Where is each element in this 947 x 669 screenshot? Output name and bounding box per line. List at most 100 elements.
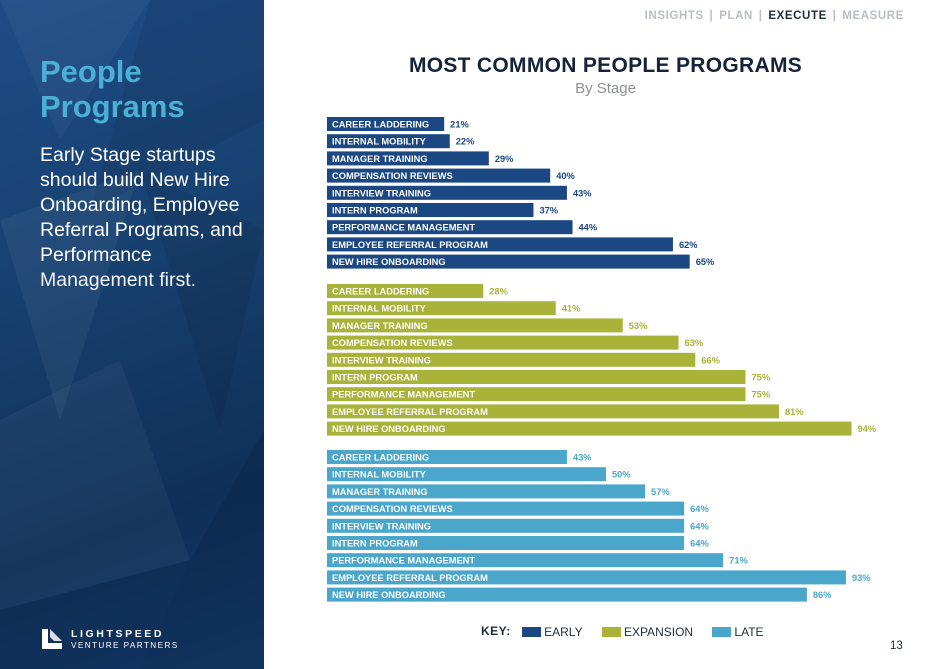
page-title: People Programs: [40, 54, 185, 124]
lightspeed-logo-icon: [42, 629, 62, 649]
bar-expansion: [327, 421, 852, 436]
chart-legend: KEY: EARLY EXPANSION LATE: [481, 624, 780, 640]
bar-early: [327, 185, 567, 200]
bar-early: [327, 237, 673, 252]
chart-subtitle: By Stage: [575, 80, 636, 97]
bar-category-label: EMPLOYEE REFERRAL PROGRAM: [332, 573, 488, 583]
bar-value-label: 63%: [685, 338, 704, 348]
bar-value-label: 57%: [651, 487, 670, 497]
bar-value-label: 93%: [852, 573, 871, 583]
bar-expansion: [327, 387, 746, 402]
bar-category-label: EMPLOYEE REFERRAL PROGRAM: [332, 407, 488, 417]
bar-early: [327, 254, 690, 269]
bar-category-label: INTERVIEW TRAINING: [332, 355, 431, 365]
bar-value-label: 43%: [573, 453, 592, 463]
nav-item-plan[interactable]: PLAN: [719, 10, 753, 22]
bar-late: [327, 501, 685, 516]
bar-value-label: 40%: [556, 171, 575, 181]
bar-value-label: 37%: [539, 206, 558, 216]
bar-value-label: 41%: [562, 304, 581, 314]
bar-late: [327, 484, 646, 499]
bar-early: [327, 168, 551, 183]
bar-category-label: PERFORMANCE MANAGEMENT: [332, 390, 475, 400]
bar-category-label: INTERVIEW TRAINING: [332, 188, 431, 198]
bar-category-label: COMPENSATION REVIEWS: [332, 171, 453, 181]
legend-title: KEY:: [481, 624, 511, 638]
bar-expansion: [327, 335, 679, 350]
bar-late: [327, 450, 567, 464]
bar-value-label: 75%: [752, 373, 771, 383]
bar-value-label: 86%: [813, 590, 832, 600]
bar-value-label: 64%: [690, 504, 709, 514]
page-summary: Early Stage startups should build New Hi…: [40, 143, 250, 293]
logo-subtitle: VENTURE PARTNERS: [71, 641, 179, 650]
bar-value-label: 64%: [690, 539, 709, 549]
bar-value-label: 29%: [495, 154, 514, 164]
bar-value-label: 62%: [679, 240, 698, 250]
bar-expansion: [327, 352, 696, 367]
legend-label-early: EARLY: [544, 624, 583, 639]
legend-item-early: EARLY: [522, 624, 583, 639]
bar-early: [327, 134, 450, 149]
bar-late: [327, 553, 724, 568]
legend-label-late: LATE: [734, 624, 764, 639]
nav-item-execute[interactable]: EXECUTE: [768, 10, 827, 22]
bar-category-label: PERFORMANCE MANAGEMENT: [332, 223, 475, 233]
bar-early: [327, 203, 534, 217]
bar-value-label: 94%: [858, 424, 877, 434]
bar-expansion: [327, 404, 779, 419]
bar-value-label: 44%: [579, 223, 598, 233]
bar-category-label: NEW HIRE ONBOARDING: [332, 257, 446, 267]
summary-light-text: Management first.: [40, 269, 197, 291]
bar-late: [327, 536, 685, 550]
bar-category-label: COMPENSATION REVIEWS: [332, 338, 453, 348]
bar-late: [327, 587, 807, 602]
bar-value-label: 21%: [450, 120, 469, 130]
summary-bold-text: Early Stage startups should build New Hi…: [40, 144, 243, 266]
logo-name: LIGHTSPEED: [71, 628, 165, 640]
page-number: 13: [890, 640, 903, 652]
bar-category-label: INTERN PROGRAM: [332, 206, 418, 216]
bar-early: [327, 220, 573, 235]
bar-category-label: INTERN PROGRAM: [332, 373, 418, 383]
bar-category-label: INTERNAL MOBILITY: [332, 137, 427, 147]
bar-category-label: MANAGER TRAINING: [332, 487, 428, 497]
bar-expansion: [327, 370, 746, 384]
bar-value-label: 65%: [696, 257, 715, 267]
bar-value-label: 71%: [729, 556, 748, 566]
legend-swatch-expansion: [601, 626, 621, 637]
bar-value-label: 81%: [785, 407, 804, 417]
legend-item-expansion: EXPANSION: [601, 624, 694, 639]
nav-item-measure[interactable]: MEASURE: [842, 10, 904, 22]
bar-value-label: 64%: [690, 521, 709, 531]
bar-category-label: COMPENSATION REVIEWS: [332, 504, 453, 514]
bar-category-label: MANAGER TRAINING: [332, 321, 428, 331]
bar-category-label: INTERN PROGRAM: [332, 539, 418, 549]
bar-category-label: EMPLOYEE REFERRAL PROGRAM: [332, 240, 488, 250]
bar-value-label: 43%: [573, 188, 592, 198]
bar-late: [327, 467, 606, 482]
bar-value-label: 28%: [489, 287, 508, 297]
bar-category-label: MANAGER TRAINING: [332, 154, 428, 164]
bar-early: [327, 117, 445, 131]
legend-item-late: LATE: [712, 624, 764, 639]
bar-category-label: INTERVIEW TRAINING: [332, 521, 431, 531]
bar-late: [327, 570, 846, 585]
legend-swatch-late: [712, 626, 732, 637]
legend-swatch-early: [522, 626, 542, 637]
background-facets: [0, 0, 264, 669]
nav-item-insights[interactable]: INSIGHTS: [644, 10, 704, 22]
bar-expansion: [327, 284, 484, 298]
left-panel: People Programs Early Stage startups sho…: [0, 0, 264, 669]
bar-value-label: 66%: [701, 355, 720, 365]
bar-value-label: 22%: [456, 137, 475, 147]
bar-early: [327, 151, 489, 166]
bar-category-label: PERFORMANCE MANAGEMENT: [332, 556, 475, 566]
bar-category-label: INTERNAL MOBILITY: [332, 304, 427, 314]
bar-value-label: 50%: [612, 470, 631, 480]
bar-category-label: NEW HIRE ONBOARDING: [332, 590, 446, 600]
bar-late: [327, 518, 685, 533]
bar-category-label: CAREER LADDERING: [332, 287, 429, 297]
bar-value-label: 75%: [752, 390, 771, 400]
legend-label-expansion: EXPANSION: [623, 624, 694, 639]
